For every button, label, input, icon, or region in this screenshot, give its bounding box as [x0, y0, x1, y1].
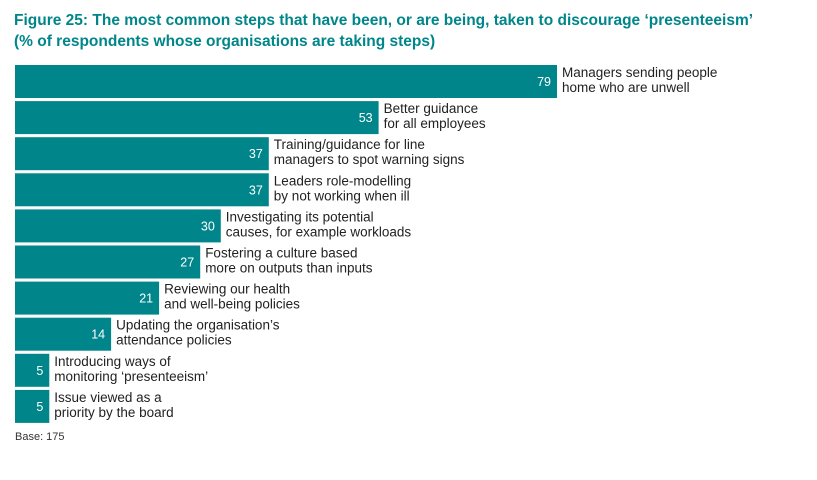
bar — [15, 389, 50, 423]
bar-value-label: 37 — [249, 147, 263, 161]
category-label: priority by the board — [54, 405, 173, 420]
bar — [15, 281, 160, 315]
base-footnote: Base: 175 — [15, 431, 65, 443]
bar-value-label: 5 — [36, 364, 43, 378]
bar — [15, 317, 112, 351]
chart-title-block: Figure 25: The most common steps that ha… — [14, 10, 804, 52]
category-label: Leaders role-modelling — [274, 173, 411, 188]
bar-value-label: 79 — [537, 75, 551, 89]
category-label: causes, for example workloads — [226, 224, 412, 239]
bar-value-label: 14 — [91, 328, 105, 342]
bar — [15, 245, 201, 279]
category-label: Updating the organisation’s — [116, 318, 280, 333]
category-label: managers to spot warning signs — [274, 152, 465, 167]
chart-subtitle: (% of respondents whose organisations ar… — [14, 33, 436, 50]
category-label: more on outputs than inputs — [205, 261, 373, 276]
bar-value-label: 53 — [359, 111, 373, 125]
bar-group: 14 Updating the organisation’sattendance … — [15, 317, 280, 351]
bar-value-label: 37 — [249, 183, 263, 197]
category-label: and well-being policies — [164, 297, 300, 312]
bar — [15, 173, 269, 207]
category-label: Issue viewed as a — [54, 390, 162, 405]
category-label: Introducing ways of — [54, 354, 171, 369]
bar-value-label: 30 — [201, 219, 215, 233]
category-label: Fostering a culture based — [205, 246, 357, 261]
category-label: Better guidance — [384, 101, 479, 116]
category-label: by not working when ill — [274, 188, 410, 203]
bar — [15, 65, 557, 98]
category-label: home who are unwell — [562, 80, 690, 95]
category-label: Reviewing our health — [164, 282, 290, 297]
category-label: monitoring ‘presenteeism’ — [54, 369, 208, 384]
category-label: attendance policies — [116, 333, 232, 348]
category-label: Investigating its potential — [226, 209, 374, 224]
bar — [15, 101, 379, 135]
bar — [15, 353, 50, 387]
bar-value-label: 5 — [36, 400, 43, 414]
category-label: for all employees — [384, 116, 486, 131]
category-label: Managers sending people — [562, 65, 717, 80]
category-label: Training/guidance for line — [274, 137, 425, 152]
bar — [15, 209, 221, 243]
bar — [15, 137, 269, 171]
bar-value-label: 27 — [180, 256, 194, 270]
bar-value-label: 21 — [139, 292, 153, 306]
chart-title: Figure 25: The most common steps that ha… — [14, 12, 754, 29]
